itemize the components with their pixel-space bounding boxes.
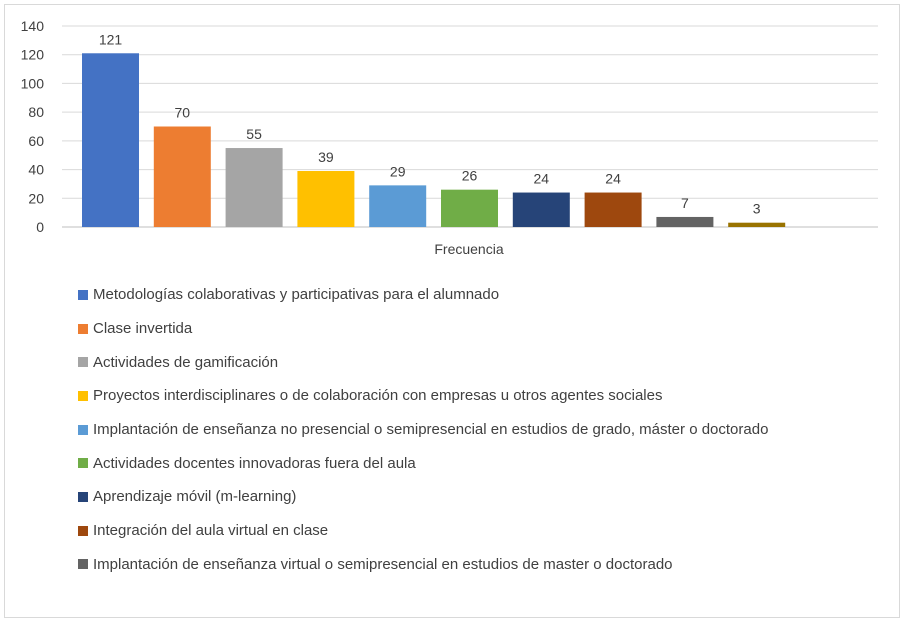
- y-tick-label: 20: [28, 190, 44, 206]
- legend-label: Proyectos interdisciplinares o de colabo…: [93, 387, 663, 405]
- data-label: 39: [318, 149, 334, 165]
- chart-frame: [4, 4, 900, 618]
- y-tick-label: 40: [28, 162, 44, 178]
- y-tick-label: 80: [28, 104, 44, 120]
- data-label: 7: [681, 195, 689, 211]
- data-label: 121: [99, 31, 123, 47]
- bar: [441, 189, 498, 227]
- bar: [728, 222, 786, 227]
- x-axis-label: Frecuencia: [434, 241, 503, 257]
- legend-item: Implantación de enseñanza virtual o semi…: [78, 548, 768, 582]
- data-label: 3: [753, 201, 761, 217]
- bar: [225, 148, 283, 227]
- bar: [297, 171, 355, 227]
- legend-item: Implantación de enseñanza no presencial …: [78, 413, 768, 447]
- y-tick-label: 100: [21, 75, 45, 91]
- bar: [512, 192, 570, 227]
- legend-item: Actividades docentes innovadoras fuera d…: [78, 446, 768, 480]
- y-tick-label: 60: [28, 133, 44, 149]
- data-label: 24: [534, 171, 550, 187]
- y-tick-label: 140: [21, 18, 45, 34]
- chart-legend: Metodologías colaborativas y participati…: [78, 278, 768, 581]
- legend-swatch: [78, 525, 88, 536]
- bar: [656, 216, 714, 227]
- bar: [584, 192, 642, 227]
- bar: [82, 53, 139, 228]
- legend-label: Actividades docentes innovadoras fuera d…: [93, 454, 416, 472]
- y-tick-label: 120: [21, 47, 45, 63]
- legend-label: Metodologías colaborativas y participati…: [93, 286, 500, 304]
- legend-swatch: [78, 491, 88, 502]
- legend-swatch: [78, 289, 88, 300]
- legend-swatch: [78, 323, 88, 334]
- legend-swatch: [78, 458, 88, 469]
- legend-item: Clase invertida: [78, 312, 768, 346]
- legend-label: Clase invertida: [93, 320, 193, 338]
- y-tick-label: 0: [36, 219, 44, 235]
- data-label: 24: [605, 171, 621, 187]
- legend-label: Implantación de enseñanza no presencial …: [93, 421, 769, 439]
- data-label: 26: [462, 168, 478, 184]
- legend-label: Aprendizaje móvil (m-learning): [93, 488, 297, 506]
- legend-swatch: [78, 424, 88, 435]
- data-label: 29: [390, 163, 406, 179]
- bar: [153, 126, 211, 227]
- legend-item: Integración del aula virtual en clase: [78, 514, 768, 548]
- legend-item: Aprendizaje móvil (m-learning): [78, 480, 768, 514]
- legend-item: Actividades de gamificación: [78, 345, 768, 379]
- data-label: 70: [175, 105, 191, 121]
- legend-swatch: [78, 390, 88, 401]
- legend-item: Metodologías colaborativas y participati…: [78, 278, 768, 312]
- legend-label: Implantación de enseñanza virtual o semi…: [93, 555, 673, 573]
- legend-item: Proyectos interdisciplinares o de colabo…: [78, 379, 768, 413]
- legend-label: Actividades de gamificación: [93, 353, 279, 371]
- legend-label: Integración del aula virtual en clase: [93, 522, 329, 540]
- data-label: 55: [246, 126, 262, 142]
- legend-swatch: [78, 559, 88, 570]
- bar: [369, 185, 427, 227]
- legend-swatch: [78, 357, 88, 368]
- bar-chart: 0 20 40 60 80 100 120 140 121 70 55 39 29 26 24 24 7 3 Fre…: [21, 18, 878, 257]
